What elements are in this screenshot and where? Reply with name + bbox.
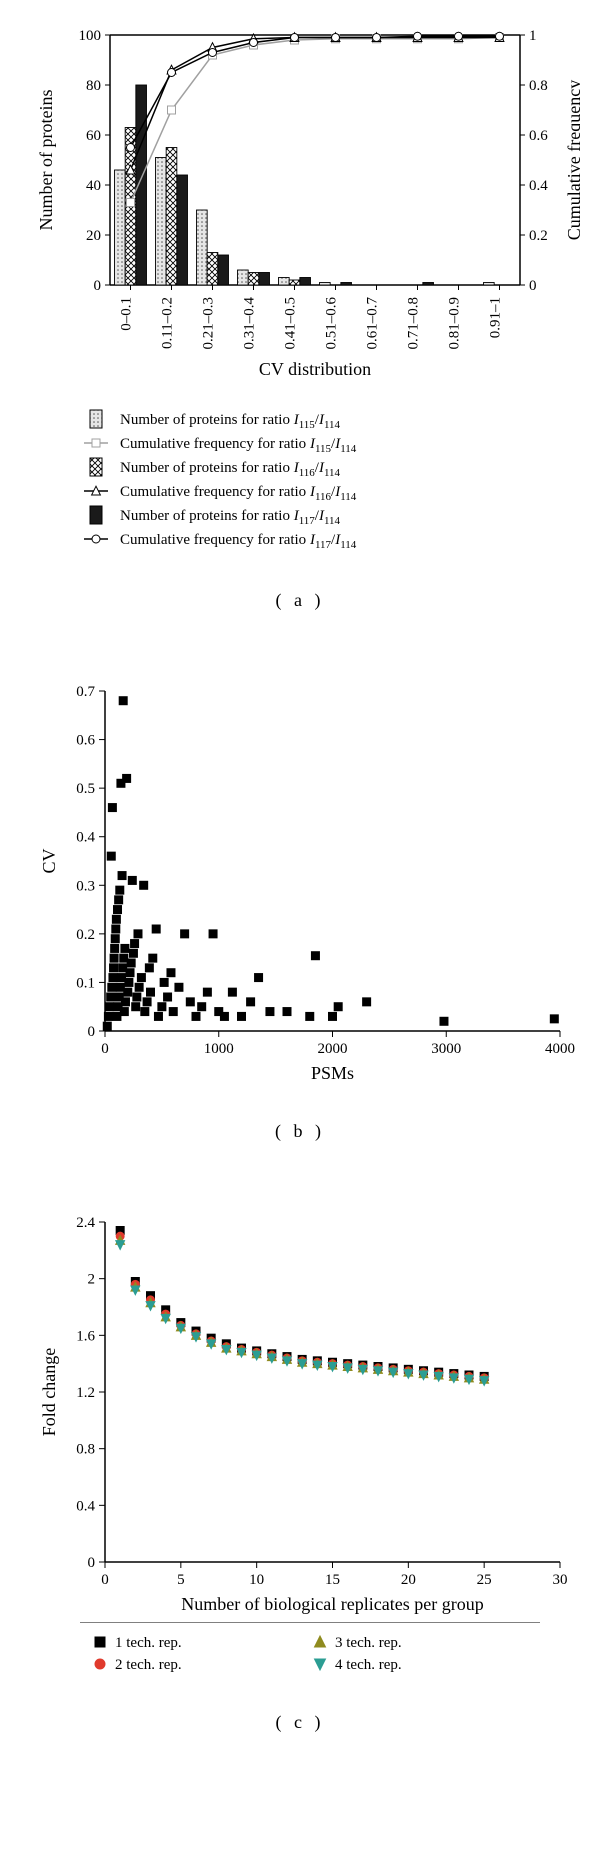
svg-text:0.8: 0.8 bbox=[76, 1442, 95, 1458]
svg-text:Cumulative frequency for ratio: Cumulative frequency for ratio I116/I114 bbox=[120, 484, 357, 503]
svg-text:1.2: 1.2 bbox=[76, 1385, 95, 1401]
panel-a-legend: Number of proteins for ratio I115/I114 Cu… bbox=[20, 400, 580, 560]
svg-text:10: 10 bbox=[249, 1572, 264, 1588]
panel-b-label: ( b ) bbox=[10, 1121, 590, 1142]
svg-text:0: 0 bbox=[529, 278, 537, 294]
svg-text:1000: 1000 bbox=[204, 1041, 234, 1057]
svg-text:0: 0 bbox=[94, 278, 102, 294]
panel-a: 0 20 40 60 80 100 0 0.2 0.4 0.6 0.8 1 0–0.1 0.11–0.2 0… bbox=[10, 20, 590, 611]
svg-text:1 tech. rep.: 1 tech. rep. bbox=[115, 1635, 182, 1651]
svg-text:0.21–0.3: 0.21–0.3 bbox=[201, 297, 217, 350]
svg-text:0.41–0.5: 0.41–0.5 bbox=[283, 297, 299, 350]
svg-text:Number of proteins: Number of proteins bbox=[36, 90, 56, 231]
svg-text:40: 40 bbox=[86, 178, 101, 194]
svg-text:0.3: 0.3 bbox=[76, 878, 95, 894]
svg-text:0.81–0.9: 0.81–0.9 bbox=[447, 297, 463, 350]
svg-text:0: 0 bbox=[101, 1572, 109, 1588]
svg-text:30: 30 bbox=[553, 1572, 568, 1588]
svg-text:2: 2 bbox=[88, 1272, 96, 1288]
svg-text:0.8: 0.8 bbox=[529, 78, 548, 94]
svg-text:4 tech. rep.: 4 tech. rep. bbox=[335, 1657, 402, 1673]
svg-text:100: 100 bbox=[79, 28, 102, 44]
svg-text:0.4: 0.4 bbox=[529, 178, 548, 194]
svg-text:20: 20 bbox=[401, 1572, 416, 1588]
panel-c-label: ( c ) bbox=[10, 1712, 590, 1733]
svg-text:1.6: 1.6 bbox=[76, 1328, 95, 1344]
svg-text:4000: 4000 bbox=[545, 1041, 575, 1057]
svg-text:Number of biological replicate: Number of biological replicates per grou… bbox=[181, 1594, 483, 1614]
panel-a-label: ( a ) bbox=[10, 590, 590, 611]
svg-text:0.1: 0.1 bbox=[76, 975, 95, 991]
svg-text:0.61–0.7: 0.61–0.7 bbox=[365, 297, 381, 350]
svg-text:0–0.1: 0–0.1 bbox=[119, 297, 135, 331]
panel-c-chart: 0 5 10 15 20 25 30 0 0.4 0.8 1.2 1.6 2 2.4 Number of b… bbox=[20, 1202, 580, 1622]
svg-text:3000: 3000 bbox=[431, 1041, 461, 1057]
svg-text:2000: 2000 bbox=[318, 1041, 348, 1057]
svg-text:0.51–0.6: 0.51–0.6 bbox=[324, 297, 340, 350]
svg-text:Number of proteins for ratio I: Number of proteins for ratio I116/I114 bbox=[120, 460, 341, 479]
svg-text:Cumulative frequency for ratio: Cumulative frequency for ratio I117/I114 bbox=[120, 532, 357, 551]
svg-text:PSMs: PSMs bbox=[311, 1063, 354, 1083]
svg-text:0.6: 0.6 bbox=[76, 733, 95, 749]
svg-text:0.4: 0.4 bbox=[76, 1498, 95, 1514]
svg-text:0.2: 0.2 bbox=[76, 927, 95, 943]
svg-text:2 tech. rep.: 2 tech. rep. bbox=[115, 1657, 182, 1673]
svg-text:3 tech. rep.: 3 tech. rep. bbox=[335, 1635, 402, 1651]
svg-text:0: 0 bbox=[88, 1024, 96, 1040]
panel-b-chart: 0 1000 2000 3000 4000 0 0.1 0.2 0.3 0.4 0.5 0.6 0.7 P… bbox=[20, 671, 580, 1091]
svg-text:0: 0 bbox=[101, 1041, 109, 1057]
svg-text:Fold change: Fold change bbox=[39, 1348, 59, 1436]
svg-text:0.31–0.4: 0.31–0.4 bbox=[242, 297, 258, 350]
panel-c-legend: 1 tech. rep. 3 tech. rep. 2 tech. rep. 4 te… bbox=[20, 1622, 580, 1682]
svg-text:0.11–0.2: 0.11–0.2 bbox=[160, 297, 176, 349]
svg-text:60: 60 bbox=[86, 128, 101, 144]
svg-text:80: 80 bbox=[86, 78, 101, 94]
svg-text:CV: CV bbox=[39, 848, 59, 873]
svg-text:Cumulative frequency: Cumulative frequency bbox=[564, 80, 580, 240]
svg-text:25: 25 bbox=[477, 1572, 492, 1588]
svg-text:0.2: 0.2 bbox=[529, 228, 548, 244]
svg-text:20: 20 bbox=[86, 228, 101, 244]
svg-text:5: 5 bbox=[177, 1572, 185, 1588]
svg-text:Number of proteins for ratio I: Number of proteins for ratio I115/I114 bbox=[120, 412, 341, 431]
svg-text:0: 0 bbox=[88, 1555, 96, 1571]
svg-text:CV distribution: CV distribution bbox=[259, 359, 371, 379]
svg-text:Cumulative frequency for ratio: Cumulative frequency for ratio I115/I114 bbox=[120, 436, 357, 455]
panel-b: 0 1000 2000 3000 4000 0 0.1 0.2 0.3 0.4 0.5 0.6 0.7 P… bbox=[10, 671, 590, 1142]
svg-text:0.71–0.8: 0.71–0.8 bbox=[406, 297, 422, 350]
panel-c: 0 5 10 15 20 25 30 0 0.4 0.8 1.2 1.6 2 2.4 Number of b… bbox=[10, 1202, 590, 1733]
svg-text:0.91–1: 0.91–1 bbox=[488, 297, 504, 338]
svg-text:0.6: 0.6 bbox=[529, 128, 548, 144]
svg-text:Number of proteins for ratio I: Number of proteins for ratio I117/I114 bbox=[120, 508, 341, 527]
svg-text:0.7: 0.7 bbox=[76, 684, 95, 700]
svg-text:0.5: 0.5 bbox=[76, 781, 95, 797]
svg-text:15: 15 bbox=[325, 1572, 340, 1588]
svg-text:1: 1 bbox=[529, 28, 537, 44]
svg-text:0.4: 0.4 bbox=[76, 830, 95, 846]
svg-text:2.4: 2.4 bbox=[76, 1215, 95, 1231]
panel-a-chart: 0 20 40 60 80 100 0 0.2 0.4 0.6 0.8 1 0–0.1 0.11–0.2 0… bbox=[20, 20, 580, 400]
